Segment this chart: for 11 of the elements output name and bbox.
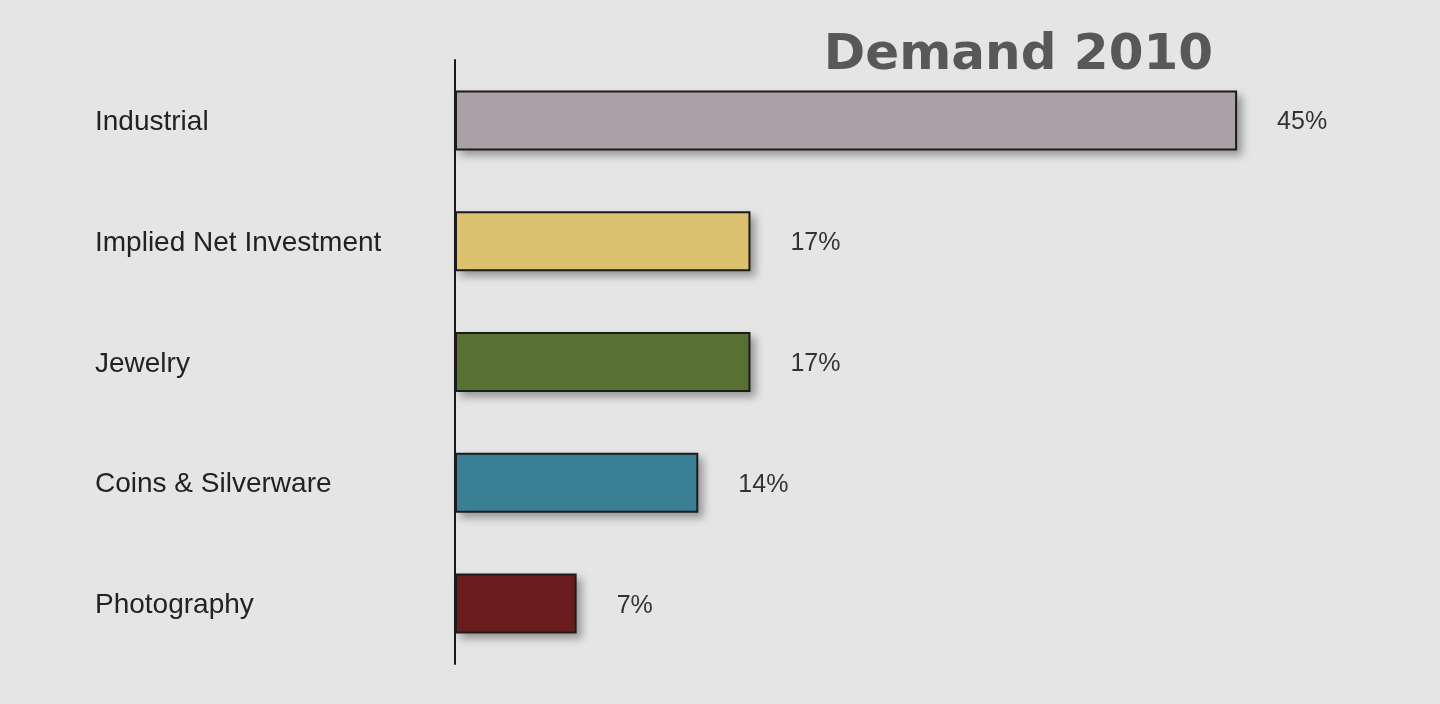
data-label: 45% [1277, 106, 1328, 135]
chart-title: Demand 2010 [823, 23, 1214, 81]
data-label: 17% [790, 348, 841, 376]
y-tick-label: Implied Net Investment [95, 225, 382, 257]
y-tick-label: Industrial [95, 104, 209, 136]
data-label: 17% [790, 227, 841, 256]
y-tick-label: Photography [95, 588, 254, 620]
y-tick-label: Jewelry [95, 346, 190, 378]
data-label: 14% [738, 468, 789, 497]
data-label: 7% [616, 589, 653, 618]
y-tick-label: Coins & Silverware [95, 467, 332, 499]
